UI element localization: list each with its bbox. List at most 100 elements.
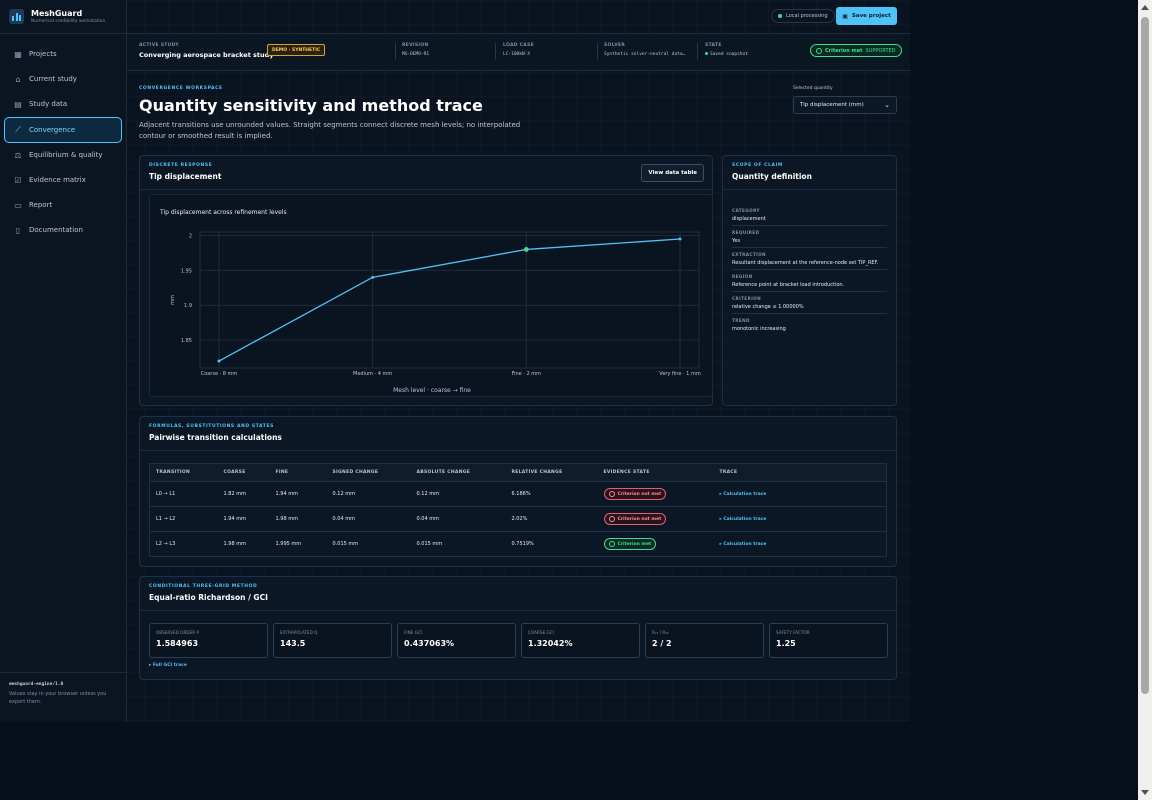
gci-metric-label: SAFETY FACTOR <box>776 630 810 635</box>
transitions-title: Pairwise transition calculations <box>149 433 282 442</box>
gci-metric-value: 0.437063% <box>404 639 455 648</box>
transitions-card-header: FORMULAS, SUBSTITUTIONS AND STATES Pairw… <box>140 417 896 451</box>
sidebar-item-evidence-matrix[interactable]: ☑ Evidence matrix <box>4 168 122 192</box>
cell-signed-change: 0.04 mm <box>326 506 411 532</box>
revision: REVISION MG-DEMO-R1 <box>402 43 429 57</box>
definition-key: EXTRACTION <box>732 252 766 257</box>
definition-title: Quantity definition <box>732 172 812 181</box>
save-label: Save project <box>851 13 891 19</box>
cell-absolute-change: 0.04 mm <box>410 506 506 532</box>
definition-item: CATEGORY displacement <box>732 204 887 226</box>
calculation-trace-link[interactable]: ▸ Calculation trace <box>719 492 767 497</box>
definition-kicker: SCOPE OF CLAIM <box>732 163 783 168</box>
state: STATE Saved snapshot <box>705 43 748 57</box>
state-value: Saved snapshot <box>705 52 748 57</box>
chart-container: Tip displacement across refinement level… <box>149 194 713 397</box>
y-axis-label: mm <box>170 295 176 305</box>
y-tick-label: 1.9 <box>184 303 192 309</box>
document-icon: ▭ <box>14 200 22 210</box>
sidebar-item-study-data[interactable]: ▤ Study data <box>4 92 122 116</box>
calculation-trace-link[interactable]: ▸ Calculation trace <box>719 517 767 522</box>
column-header: FINE <box>269 463 327 482</box>
x-axis-label: Mesh level · coarse → fine <box>393 387 471 394</box>
sidebar-item-label: Convergence <box>29 126 76 134</box>
gci-metric-value: 2 / 2 <box>652 639 672 648</box>
gci-metric-value: 1.32042% <box>528 639 573 648</box>
line-chart: 1.85 1.9 1.95 2 Coarse · 8 mm Medium · 4 mm Fi… <box>170 231 701 394</box>
sidebar-item-label: Projects <box>29 50 57 58</box>
cell-fine: 1.98 mm <box>269 506 327 532</box>
check-circle-icon <box>608 541 615 547</box>
cell-signed-change: 0.015 mm <box>332 541 359 547</box>
scrollbar-thumb[interactable] <box>1141 17 1149 694</box>
sidebar-item-equilibrium[interactable]: ⚖ Equilibrium & quality <box>4 143 122 167</box>
vertical-scrollbar[interactable] <box>1138 0 1152 800</box>
definition-key: CATEGORY <box>732 208 760 213</box>
y-tick-label: 1.85 <box>181 338 192 344</box>
sidebar-nav: ▦ Projects ⌂ Current study ▤ Study data … <box>0 34 126 242</box>
sidebar-item-projects[interactable]: ▦ Projects <box>4 42 122 66</box>
full-gci-trace-link[interactable]: ▸ Full GCI trace <box>149 663 187 668</box>
cell-evidence-state: Criterion not met <box>597 506 714 532</box>
definition-key: CRITERION <box>732 296 762 301</box>
chart-icon: ⟋ <box>15 125 21 134</box>
sidebar-item-label: Evidence matrix <box>29 176 86 184</box>
sidebar-item-label: Current study <box>29 75 77 83</box>
brand[interactable]: MeshGuard Numerical credibility workstat… <box>0 0 126 34</box>
sidebar-item-documentation[interactable]: ▯ Documentation <box>4 218 122 242</box>
cell-trace: ▸ Calculation trace <box>713 506 887 532</box>
gci-metric-value: 1.584963 <box>156 639 199 648</box>
status-badge: Criterion met <box>603 538 657 550</box>
topbar: Local processing ▣ Save project <box>127 0 910 34</box>
cell-evidence-state: Criterion not met <box>597 481 714 507</box>
sidebar-item-current-study[interactable]: ⌂ Current study <box>4 67 122 91</box>
quantity-select-value: Tip displacement (mm) <box>800 102 864 108</box>
definition-item: REGION Reference point at bracket load i… <box>732 270 887 292</box>
save-icon: ▣ <box>842 12 848 20</box>
cell-relative-change: 0.7519% <box>511 541 534 547</box>
sidebar-item-convergence[interactable]: ⟋ Convergence <box>4 117 122 143</box>
response-title: Tip displacement <box>149 172 222 181</box>
response-card-header: DISCRETE RESPONSE Tip displacement View … <box>140 156 712 190</box>
definition-value: Reference point at bracket load introduc… <box>732 282 845 288</box>
save-project-button[interactable]: ▣ Save project <box>836 7 897 25</box>
view-data-table-button[interactable]: View data table <box>641 164 704 182</box>
cell-relative-change: 6.186% <box>505 481 598 507</box>
page-title: Quantity sensitivity and method trace <box>139 96 483 115</box>
study-strip: ACTIVE STUDY Converging aerospace bracke… <box>127 34 910 71</box>
status-badge-label: Criterion met <box>617 541 652 547</box>
home-icon: ⌂ <box>15 74 21 84</box>
x-circle-icon <box>608 516 615 522</box>
chevron-down-icon: ⌄ <box>884 101 890 109</box>
definition-list: CATEGORY displacement REQUIRED Yes EXTRA… <box>723 190 896 335</box>
table-row: L1 → L2 1.94 mm 1.98 mm 0.04 mm 0.04 mm … <box>149 506 887 532</box>
column-header: ABSOLUTE CHANGE <box>410 463 506 482</box>
calculation-trace-link[interactable]: ▸ Calculation trace <box>719 542 767 547</box>
processing-label: Local processing <box>786 13 828 19</box>
page-description: Adjacent transitions use unrounded value… <box>139 121 521 140</box>
solver-value: Synthetic solver-neutral data… <box>604 52 686 57</box>
definition-value: displacement <box>732 216 766 222</box>
sidebar-item-report[interactable]: ▭ Report <box>4 193 122 217</box>
app-window: MeshGuard Numerical credibility workstat… <box>0 0 910 722</box>
cell-transition: L2 → L3 <box>156 541 176 547</box>
cell-trace: ▸ Calculation trace <box>714 532 887 557</box>
status-badge-label: Criterion not met <box>617 491 662 497</box>
quantity-select[interactable]: Tip displacement (mm) ⌄ <box>793 96 897 114</box>
chart-title: Tip displacement across refinement level… <box>160 209 287 216</box>
cell-coarse: 1.82 mm <box>217 481 270 507</box>
sidebar-item-label: Equilibrium & quality <box>29 151 103 159</box>
gci-metric-label: COARSE GCI <box>528 630 554 635</box>
scroll-up-arrow-icon[interactable] <box>1141 5 1149 10</box>
workspace-kicker: CONVERGENCE WORKSPACE <box>139 86 223 91</box>
revision-value: MG-DEMO-R1 <box>402 52 430 57</box>
brand-logo-icon <box>9 9 24 24</box>
column-header: EVIDENCE STATE <box>597 463 714 482</box>
criterion-status: SUPPORTED <box>865 47 896 54</box>
scroll-down-arrow-icon[interactable] <box>1141 790 1149 795</box>
sidebar-item-label: Documentation <box>29 226 83 234</box>
brand-name: MeshGuard <box>31 9 83 18</box>
status-dot-icon <box>778 14 782 18</box>
gci-metric: OBSERVED ORDER P 1.584963 <box>149 623 268 658</box>
response-kicker: DISCRETE RESPONSE <box>149 163 213 168</box>
